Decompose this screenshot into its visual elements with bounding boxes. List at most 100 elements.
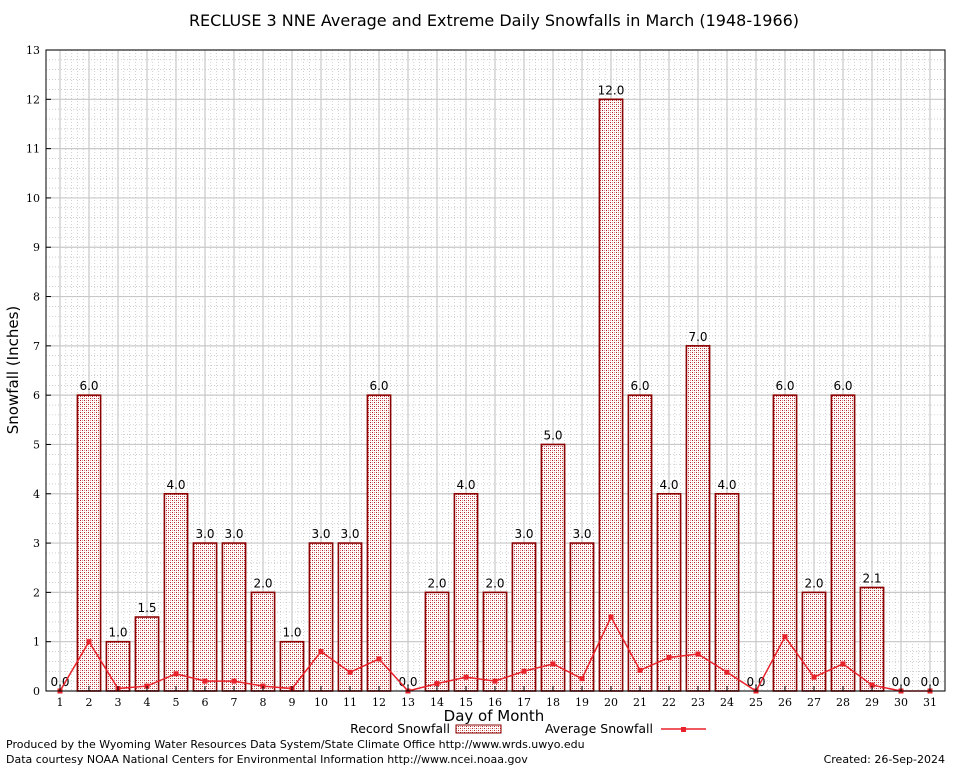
record-bar (598, 98, 624, 692)
legend-record-swatch (455, 724, 502, 734)
legend-record-label: Record Snowfall (350, 721, 450, 736)
record-bar-label: 2.0 (427, 576, 446, 590)
record-bar-label: 0.0 (920, 675, 939, 689)
record-bar (714, 492, 740, 692)
x-tick-label: 15 (459, 696, 473, 709)
x-tick-label: 3 (115, 696, 122, 709)
record-bar-label: 6.0 (79, 379, 98, 393)
x-tick-label: 26 (778, 696, 792, 709)
y-tick-label: 6 (33, 389, 40, 402)
record-bar-label: 2.0 (804, 576, 823, 590)
average-point (521, 668, 527, 674)
record-bar-label: 12.0 (598, 83, 625, 97)
x-tick-label: 25 (749, 696, 763, 709)
record-bar-label: 3.0 (311, 527, 330, 541)
x-tick-label: 30 (894, 696, 908, 709)
y-tick-label: 5 (33, 438, 40, 451)
y-tick-label: 2 (33, 586, 40, 599)
record-bar (366, 394, 392, 692)
record-bar (250, 591, 276, 692)
x-tick-label: 23 (691, 696, 705, 709)
y-tick-label: 11 (26, 143, 40, 156)
footer-credit-line1: Produced by the Wyoming Water Resources … (6, 738, 585, 751)
record-bar-label: 1.0 (282, 626, 301, 640)
footer-created-date: Created: 26-Sep-2024 (824, 753, 945, 766)
y-tick-label: 8 (33, 291, 40, 304)
x-tick-label: 24 (720, 696, 734, 709)
average-point (463, 674, 469, 680)
record-bar (134, 616, 160, 692)
x-tick-label: 16 (488, 696, 502, 709)
record-bar (76, 394, 102, 692)
x-tick-label: 1 (57, 696, 64, 709)
y-tick-label: 9 (33, 241, 40, 254)
x-tick-label: 17 (517, 696, 531, 709)
y-tick-label: 7 (33, 340, 40, 353)
legend-average-label: Average Snowfall (545, 721, 653, 736)
record-bar-label: 2.0 (485, 576, 504, 590)
average-point (202, 678, 208, 684)
record-bar (772, 394, 798, 692)
record-bar-label: 7.0 (688, 330, 707, 344)
x-tick-label: 4 (144, 696, 151, 709)
y-tick-label: 10 (26, 192, 40, 205)
record-bar (453, 492, 479, 692)
record-bar (830, 394, 856, 692)
bar-value-labels: 0.0 6.0 1.0 1.5 4.0 3.0 3.0 2.0 1.0 3.0 3.0 6.0 0.0 2… (50, 83, 939, 689)
x-tick-label: 2 (86, 696, 93, 709)
x-tick-label: 27 (807, 696, 821, 709)
record-bar (569, 542, 595, 692)
record-bar-label: 1.5 (137, 601, 156, 615)
record-bar-label: 4.0 (166, 478, 185, 492)
x-tick-label: 13 (401, 696, 415, 709)
record-bar-label: 0.0 (746, 675, 765, 689)
average-point (811, 674, 817, 680)
record-bar-label: 3.0 (340, 527, 359, 541)
legend: Record Snowfall Average Snowfall (350, 721, 706, 736)
average-point (695, 651, 701, 657)
average-point (550, 661, 556, 667)
record-bar-label: 6.0 (833, 379, 852, 393)
x-tick-label: 22 (662, 696, 676, 709)
record-bar (859, 586, 885, 692)
record-bar-label: 5.0 (543, 428, 562, 442)
record-bar-label: 3.0 (514, 527, 533, 541)
y-tick-label: 13 (26, 44, 40, 57)
average-point (492, 678, 498, 684)
record-bar-label: 2.0 (253, 576, 272, 590)
record-snowfall-bars (76, 98, 885, 692)
average-point (347, 669, 353, 675)
x-tick-label: 14 (430, 696, 444, 709)
average-point (608, 614, 614, 620)
x-tick-label: 8 (260, 696, 267, 709)
x-tick-label: 9 (289, 696, 296, 709)
chart-title: RECLUSE 3 NNE Average and Extreme Daily … (189, 11, 799, 30)
y-tick-label: 12 (26, 93, 40, 106)
record-bar-label: 4.0 (659, 478, 678, 492)
x-tick-label: 12 (372, 696, 386, 709)
average-point (666, 654, 672, 660)
record-bar-label: 6.0 (630, 379, 649, 393)
record-bar (308, 542, 334, 692)
average-point (637, 667, 643, 673)
x-tick-label: 5 (173, 696, 180, 709)
average-point (318, 649, 324, 655)
y-tick-label: 4 (33, 488, 40, 501)
record-bar-label: 4.0 (717, 478, 736, 492)
record-bar-label: 3.0 (195, 527, 214, 541)
x-axis-label: Day of Month (444, 707, 545, 725)
legend-average-marker (681, 727, 686, 732)
record-bar-label: 2.1 (862, 571, 881, 585)
x-tick-label: 20 (604, 696, 618, 709)
record-bar (279, 640, 305, 692)
average-point (434, 681, 440, 687)
average-point (782, 634, 788, 640)
average-point (724, 669, 730, 675)
record-bar (540, 443, 566, 692)
average-point (579, 676, 585, 682)
x-tick-label: 19 (575, 696, 589, 709)
record-bar (221, 542, 247, 692)
record-bar-label: 0.0 (50, 675, 69, 689)
